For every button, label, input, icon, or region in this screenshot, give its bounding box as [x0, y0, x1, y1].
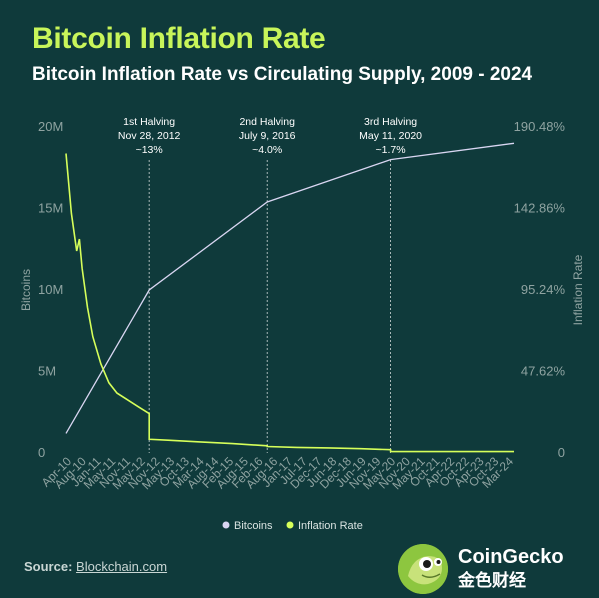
halving-annotation-text: 1st Halving: [123, 116, 175, 128]
halving-annotation-text: ~13%: [136, 144, 163, 156]
inflation-series-line: [65, 153, 514, 453]
left-axis-tick-label: 10M: [38, 282, 63, 297]
legend-label: Inflation Rate: [298, 520, 363, 532]
legend-label: Bitcoins: [234, 520, 273, 532]
chart-subtitle: Bitcoin Inflation Rate vs Circulating Su…: [32, 64, 533, 85]
right-axis-tick-label: 47.62%: [521, 364, 566, 379]
left-axis-tick-label: 0: [38, 445, 45, 460]
coingecko-brand: CoinGecko 金色财经: [398, 544, 564, 594]
halving-annotation-text: 3rd Halving: [364, 116, 417, 128]
right-axis-tick-label: 190.48%: [514, 119, 566, 134]
left-axis-tick-label: 20M: [38, 119, 63, 134]
halving-annotation-text: ~4.0%: [252, 144, 282, 156]
source-link[interactable]: Blockchain.com: [76, 559, 168, 574]
left-axis-title: Bitcoins: [19, 269, 33, 311]
halving-annotation-text: July 9, 2016: [239, 130, 296, 142]
source-note: Source: Blockchain.com: [24, 559, 167, 574]
left-axis-tick-label: 5M: [38, 364, 56, 379]
bitcoins-series-line: [65, 142, 515, 434]
halving-annotation-text: Nov 28, 2012: [118, 130, 181, 142]
legend-marker: [222, 521, 230, 529]
halving-annotation-text: May 11, 2020: [359, 130, 422, 142]
halving-annotation-text: 2nd Halving: [239, 116, 295, 128]
brand-subtitle: 金色财经: [458, 571, 526, 590]
page-title: Bitcoin Inflation Rate: [32, 22, 326, 55]
left-axis-tick-label: 15M: [38, 201, 63, 216]
gecko-logo-icon: [398, 544, 448, 594]
source-label: Source:: [24, 559, 73, 574]
right-axis-title: Inflation Rate: [571, 254, 585, 325]
right-axis-tick-label: 142.86%: [514, 201, 566, 216]
right-axis-tick-label: 95.24%: [521, 282, 566, 297]
brand-name: CoinGecko: [458, 546, 564, 568]
right-axis-tick-label: 0: [558, 445, 565, 460]
chart-area: 0 5M 10M 15M 20M 0 47.62% 95.24% 142.86% 190.48% B…: [19, 116, 585, 532]
legend-marker: [286, 521, 294, 529]
halving-annotation-text: ~1.7%: [376, 144, 406, 156]
